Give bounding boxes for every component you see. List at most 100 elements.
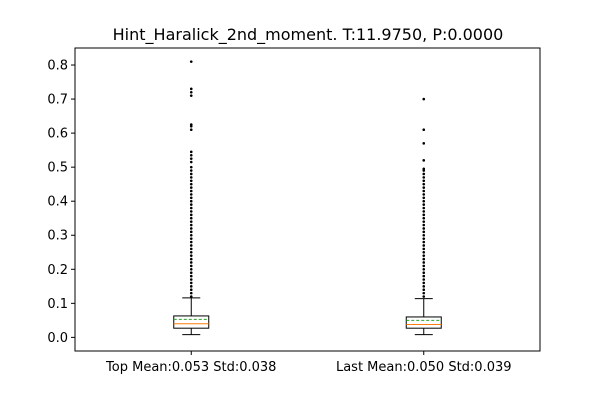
outlier-point	[189, 206, 193, 210]
outlier-point	[422, 216, 426, 220]
outlier-point	[189, 281, 193, 285]
outlier-point	[422, 257, 426, 261]
outlier-point	[422, 169, 426, 172]
outlier-point	[422, 142, 426, 145]
outlier-point	[422, 210, 426, 213]
y-tick-label: 0.5	[47, 161, 68, 176]
plot-frame	[74, 47, 541, 352]
outlier-point	[189, 186, 193, 189]
outlier-point	[422, 196, 426, 200]
outlier-point	[422, 199, 426, 203]
outlier-point	[422, 285, 426, 288]
outlier-point	[422, 237, 426, 240]
outlier-point	[422, 281, 426, 285]
outlier-point	[189, 160, 193, 164]
outlier-point	[422, 261, 426, 264]
outlier-point	[189, 193, 193, 196]
outlier-point	[189, 165, 193, 169]
outlier-point	[189, 150, 193, 154]
outlier-point	[189, 220, 193, 223]
y-axis: 0.0 0.1 0.2 0.3 0.4 0.5 0.6 0.7 0.8	[47, 59, 75, 346]
outlier-point	[422, 244, 426, 247]
outlier-point	[422, 159, 426, 162]
outlier-point	[189, 125, 193, 128]
y-tick-label: 0.2	[47, 263, 68, 278]
outlier-point	[189, 233, 193, 237]
outlier-point	[422, 172, 426, 176]
outlier-point	[189, 267, 193, 271]
outlier-point	[189, 291, 193, 295]
outlier-point	[422, 203, 426, 206]
outlier-point	[189, 216, 193, 220]
x-tick-label: Last Mean:0.050 Std:0.039	[336, 360, 512, 375]
outlier-point	[422, 186, 426, 189]
outlier-point	[189, 199, 193, 203]
y-tick-label: 0.8	[47, 59, 68, 74]
chart-title: Hint_Haralick_2nd_moment. T:11.9750, P:0…	[113, 25, 504, 45]
outlier-point	[422, 271, 426, 274]
outlier-point	[422, 189, 426, 193]
outlier-point	[422, 193, 426, 196]
outlier-point	[422, 288, 426, 292]
plot-area	[74, 47, 541, 352]
outlier-point	[189, 172, 193, 176]
outlier-point	[189, 240, 193, 244]
outlier-point	[422, 182, 426, 186]
outlier-point	[189, 189, 193, 193]
y-tick-label: 0.3	[47, 229, 68, 244]
outlier-point	[422, 267, 426, 271]
outlier-point	[422, 247, 426, 251]
outlier-point	[189, 94, 193, 97]
outlier-point	[422, 97, 426, 101]
outlier-point	[189, 254, 193, 257]
outlier-point	[422, 179, 426, 183]
outlier-point	[422, 291, 426, 295]
outlier-point	[422, 176, 426, 179]
y-tick-label: 0.0	[47, 331, 68, 346]
outlier-point	[422, 278, 426, 281]
outlier-point	[422, 230, 426, 234]
outlier-point	[189, 264, 193, 268]
outlier-point	[422, 250, 426, 254]
outlier-point	[189, 176, 193, 179]
outlier-point	[422, 223, 426, 227]
outlier-point	[189, 244, 193, 247]
outlier-point	[189, 90, 193, 94]
y-tick-label: 0.6	[47, 127, 68, 142]
outlier-point	[189, 285, 193, 288]
outlier-point	[189, 153, 193, 157]
outlier-point	[422, 264, 426, 268]
outlier-point	[422, 128, 426, 132]
outlier-point	[189, 278, 193, 281]
outlier-point	[189, 179, 193, 183]
outlier-point	[189, 87, 193, 91]
outlier-point	[189, 250, 193, 254]
outlier-point	[189, 257, 193, 261]
outlier-point	[189, 203, 193, 206]
outlier-point	[189, 261, 193, 264]
x-tick-label: Top Mean:0.053 Std:0.038	[105, 360, 276, 375]
box-group	[173, 60, 210, 336]
outlier-point	[189, 210, 193, 213]
iqr-box	[405, 316, 442, 329]
y-tick-label: 0.1	[47, 297, 68, 312]
outlier-point	[422, 213, 426, 217]
outlier-point	[189, 196, 193, 200]
outlier-point	[422, 233, 426, 237]
outlier-point	[189, 271, 193, 274]
box-group	[405, 97, 442, 336]
outlier-point	[189, 60, 193, 63]
outlier-point	[422, 274, 426, 278]
outlier-point	[422, 295, 426, 298]
outlier-point	[422, 206, 426, 210]
outlier-point	[189, 237, 193, 240]
outlier-point	[422, 240, 426, 244]
outlier-point	[189, 213, 193, 217]
outlier-point	[189, 223, 193, 227]
outlier-point	[422, 254, 426, 257]
y-tick-label: 0.7	[47, 93, 68, 108]
outlier-point	[189, 182, 193, 186]
outlier-point	[422, 227, 426, 230]
outlier-point	[189, 169, 193, 172]
